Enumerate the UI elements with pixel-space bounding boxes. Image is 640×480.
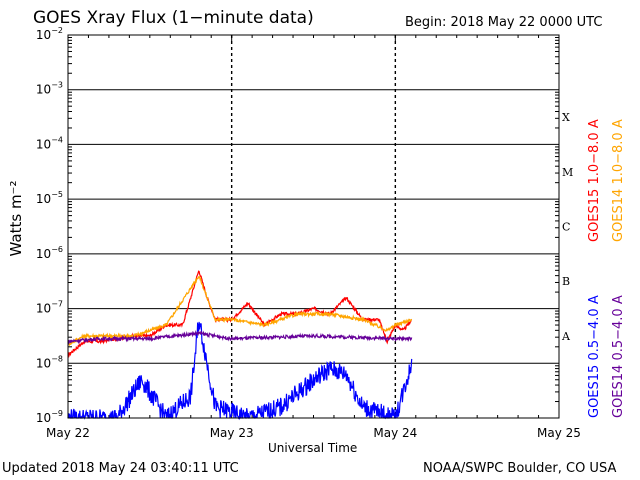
x-tick-label: May 22 (46, 426, 90, 440)
y-tick-label: 10−8 (36, 354, 63, 370)
x-tick-label: May 24 (373, 426, 417, 440)
flare-class-label: C (562, 221, 570, 234)
begin-time: Begin: 2018 May 22 0000 UTC (405, 15, 603, 30)
y-tick-label: 10−4 (36, 135, 63, 151)
flare-class-label: M (562, 166, 573, 179)
y-tick-label: 10−6 (36, 245, 63, 261)
flare-class-label: X (562, 111, 570, 124)
legend-entry: GOES14 0.5−4.0 A (611, 295, 626, 418)
y-tick-label: 10−2 (36, 26, 63, 42)
updated-timestamp: Updated 2018 May 24 03:40:11 UTC (2, 461, 239, 476)
y-tick-label: 10−9 (36, 409, 63, 425)
legend-entry: GOES14 1.0−8.0 A (611, 119, 626, 242)
legend-entry: GOES15 0.5−4.0 A (587, 295, 602, 418)
series-line (67, 321, 413, 421)
x-tick-label: May 23 (210, 426, 254, 440)
x-axis-label: Universal Time (268, 441, 358, 455)
legend-entry: GOES15 1.0−8.0 A (587, 119, 602, 242)
chart-title: GOES Xray Flux (1−minute data) (33, 8, 314, 28)
series-line (67, 270, 413, 358)
flare-class-label: B (562, 275, 570, 288)
plot-frame (67, 34, 560, 419)
y-tick-label: 10−3 (36, 81, 63, 97)
series-line (67, 329, 413, 345)
flare-class-label: A (561, 330, 571, 343)
y-tick-label: 10−5 (36, 190, 63, 206)
y-axis-label: Watts m⁻² (7, 181, 25, 257)
source-credit: NOAA/SWPC Boulder, CO USA (423, 461, 617, 476)
y-tick-label: 10−7 (36, 300, 63, 316)
x-tick-label: May 25 (537, 426, 581, 440)
